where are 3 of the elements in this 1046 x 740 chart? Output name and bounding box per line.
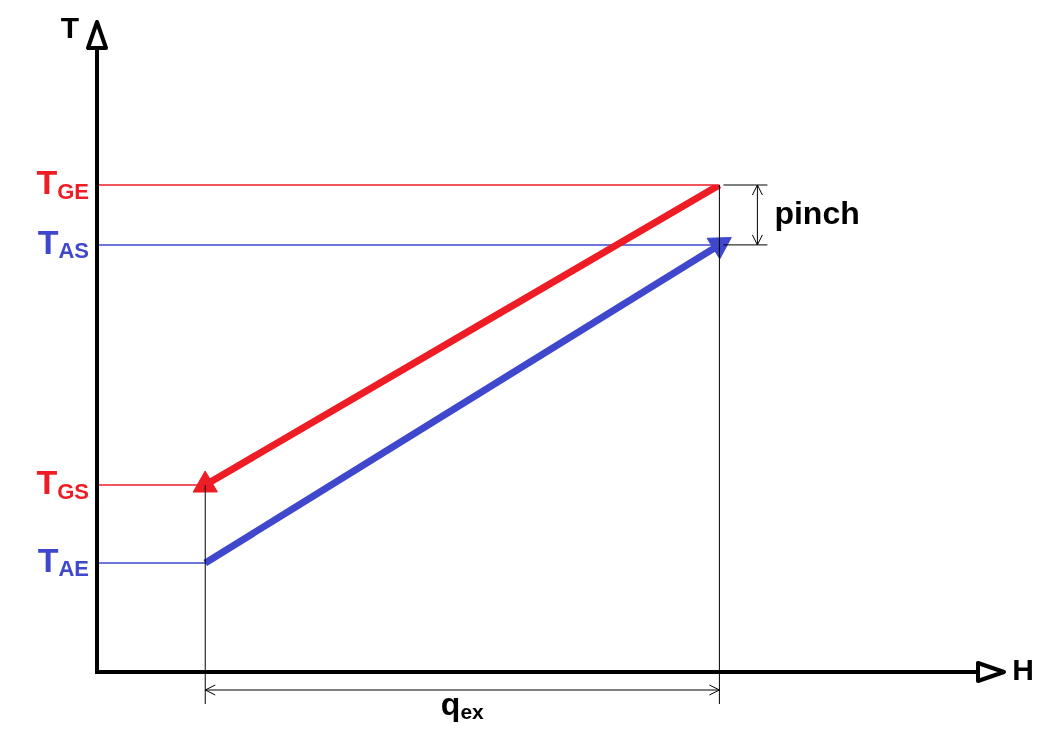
annotation: pinch (774, 194, 860, 231)
x-axis-title: H (1012, 653, 1035, 687)
y-axis-title: T (60, 11, 79, 45)
